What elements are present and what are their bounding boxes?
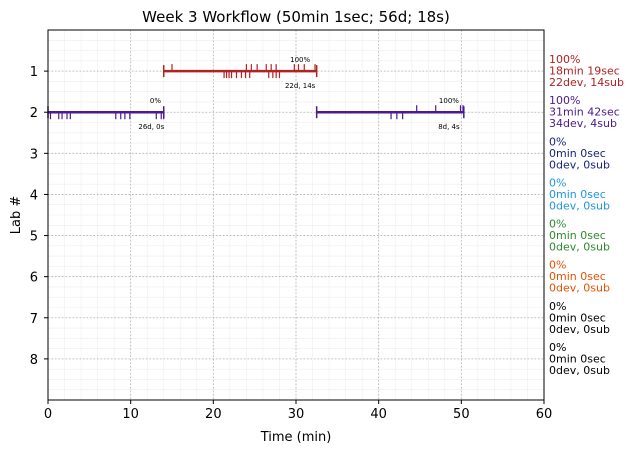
- lab-2-segment-percent: 0%: [150, 97, 161, 105]
- lab-7-summary-line: 0dev, 0sub: [549, 323, 610, 336]
- lab-8-summary-line: 0%: [549, 341, 566, 354]
- x-tick-label: 30: [288, 407, 305, 422]
- lab-8-summary-line: 0dev, 0sub: [549, 364, 610, 377]
- lab-6-summary-line: 0dev, 0sub: [549, 282, 610, 295]
- lab-1-summary-line: 100%: [549, 53, 580, 66]
- lab-4-summary-line: 0%: [549, 176, 566, 189]
- x-tick-label: 0: [44, 407, 52, 422]
- y-tick-label: 8: [30, 353, 38, 368]
- lab-1-summary-line: 18min 19sec: [549, 65, 620, 78]
- lab-3-summary-line: 0dev, 0sub: [549, 158, 610, 171]
- lab-5-summary-line: 0min 0sec: [549, 229, 606, 242]
- lab-4-summary-line: 0min 0sec: [549, 188, 606, 201]
- y-tick-label: 7: [30, 312, 38, 327]
- lab-7-summary-line: 0min 0sec: [549, 311, 606, 324]
- lab-2-summary-line: 34dev, 4sub: [549, 117, 617, 130]
- y-tick-label: 5: [30, 230, 38, 245]
- y-tick-label: 2: [30, 106, 38, 121]
- lab-5-summary-line: 0dev, 0sub: [549, 241, 610, 254]
- lab-3-summary-line: 0min 0sec: [549, 147, 606, 160]
- y-tick-label: 1: [30, 65, 38, 80]
- lab-2-segment-percent: 100%: [439, 97, 459, 105]
- lab-2-segment-duration: 8d, 4s: [438, 123, 460, 131]
- lab-3-summary-line: 0%: [549, 135, 566, 148]
- lab-6-summary-line: 0%: [549, 259, 566, 272]
- axis-ticks: 0 10 20 30 40 50 60 1 2 3 4 5 6 7 8: [30, 65, 553, 422]
- lab-7-summary-line: 0%: [549, 300, 566, 313]
- lab-1-segment-percent: 100%: [290, 56, 310, 64]
- lab-4-summary-line: 0dev, 0sub: [549, 199, 610, 212]
- x-tick-label: 50: [453, 407, 470, 422]
- x-tick-label: 10: [122, 407, 139, 422]
- x-tick-label: 60: [536, 407, 553, 422]
- lab-1-segment-duration: 22d, 14s: [285, 82, 316, 90]
- lab-2-summary-line: 100%: [549, 94, 580, 107]
- y-tick-label: 3: [30, 147, 38, 162]
- lab-2-segment-duration: 26d, 0s: [138, 123, 164, 131]
- lab-2-summary-line: 31min 42sec: [549, 106, 620, 119]
- x-tick-label: 40: [370, 407, 387, 422]
- lab-8-summary-line: 0min 0sec: [549, 352, 606, 365]
- y-axis-label: Lab #: [9, 196, 24, 235]
- chart-title: Week 3 Workflow (50min 1sec; 56d; 18s): [142, 8, 450, 26]
- lab-5-summary-line: 0%: [549, 218, 566, 231]
- x-axis-label: Time (min): [260, 430, 332, 445]
- lab-1-summary-line: 22dev, 14sub: [549, 76, 624, 89]
- plot-area: 100% 22d, 14s 0% 26d, 0s 100% 8d, 4s: [47, 56, 465, 131]
- y-tick-label: 6: [30, 271, 38, 286]
- y-tick-label: 4: [30, 188, 38, 203]
- lab-6-summary-line: 0min 0sec: [549, 270, 606, 283]
- x-tick-label: 20: [205, 407, 222, 422]
